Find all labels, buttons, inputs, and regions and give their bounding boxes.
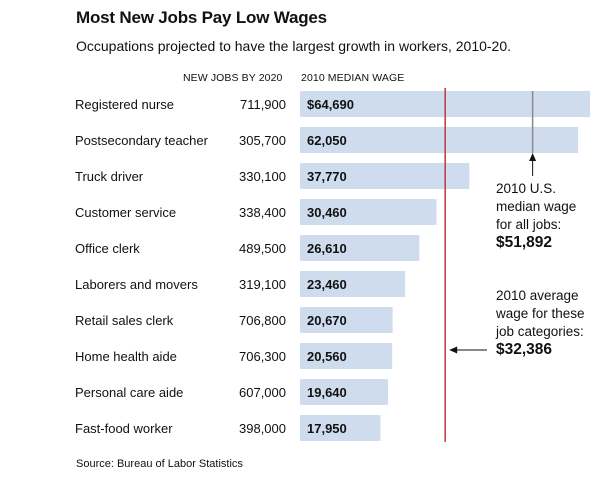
wage-label-retail-sales-clerk: 20,670 xyxy=(307,313,347,328)
column-header-new-jobs: NEW JOBS BY 2020 xyxy=(183,72,283,84)
wage-label-postsecondary-teacher: 62,050 xyxy=(307,133,347,148)
new-jobs-label-postsecondary-teacher: 305,700 xyxy=(239,133,286,148)
column-header-median-wage: 2010 MEDIAN WAGE xyxy=(301,72,405,84)
average-arrow-head xyxy=(449,346,458,354)
new-jobs-label-office-clerk: 489,500 xyxy=(239,241,286,256)
new-jobs-label-laborers-and-movers: 319,100 xyxy=(239,277,286,292)
chart-title: Most New Jobs Pay Low Wages xyxy=(76,8,327,27)
annotation-average-line-1: 2010 average xyxy=(496,288,579,303)
category-label-truck-driver: Truck driver xyxy=(75,169,144,184)
category-label-home-health-aide: Home health aide xyxy=(75,349,177,364)
wage-label-truck-driver: 37,770 xyxy=(307,169,347,184)
bar-home-health-aide xyxy=(300,343,393,369)
bar-retail-sales-clerk xyxy=(300,307,393,333)
bar-personal-care-aide xyxy=(300,379,389,405)
category-label-postsecondary-teacher: Postsecondary teacher xyxy=(75,133,209,148)
wage-label-customer-service: 30,460 xyxy=(307,205,347,220)
new-jobs-label-truck-driver: 330,100 xyxy=(239,169,286,184)
category-label-personal-care-aide: Personal care aide xyxy=(75,385,183,400)
category-label-retail-sales-clerk: Retail sales clerk xyxy=(75,313,174,328)
wage-label-registered-nurse: $64,690 xyxy=(307,97,354,112)
wage-label-laborers-and-movers: 23,460 xyxy=(307,277,347,292)
new-jobs-label-personal-care-aide: 607,000 xyxy=(239,385,286,400)
annotation-median-wage: 2010 U.S. median wage for all jobs: $51,… xyxy=(496,180,576,252)
wage-label-fast-food-worker: 17,950 xyxy=(307,421,347,436)
new-jobs-label-home-health-aide: 706,300 xyxy=(239,349,286,364)
wage-label-home-health-aide: 20,560 xyxy=(307,349,347,364)
annotation-average-line-2: wage for these xyxy=(496,306,585,321)
new-jobs-label-registered-nurse: 711,900 xyxy=(240,97,286,112)
annotation-average-value: $32,386 xyxy=(496,341,553,358)
chart-subtitle: Occupations projected to have the larges… xyxy=(76,38,512,54)
annotation-average-line-3: job categories: xyxy=(496,324,584,339)
source-note: Source: Bureau of Labor Statistics xyxy=(76,458,243,470)
category-label-office-clerk: Office clerk xyxy=(75,241,140,256)
bar-fast-food-worker xyxy=(300,415,381,441)
new-jobs-label-retail-sales-clerk: 706,800 xyxy=(239,313,286,328)
bar-office-clerk xyxy=(300,235,420,261)
annotation-median-line-1: 2010 U.S. xyxy=(496,181,557,196)
new-jobs-label-fast-food-worker: 398,000 xyxy=(239,421,286,436)
category-label-registered-nurse: Registered nurse xyxy=(75,97,174,112)
bar-postsecondary-teacher xyxy=(300,127,579,153)
wage-label-office-clerk: 26,610 xyxy=(307,241,347,256)
bar-truck-driver xyxy=(300,163,470,189)
new-jobs-label-customer-service: 338,400 xyxy=(239,205,286,220)
annotation-median-line-3: for all jobs: xyxy=(496,217,562,232)
category-label-customer-service: Customer service xyxy=(75,205,176,220)
bar-laborers-and-movers xyxy=(300,271,406,297)
annotation-median-line-2: median wage xyxy=(496,199,577,214)
category-label-fast-food-worker: Fast-food worker xyxy=(75,421,173,436)
bar-customer-service xyxy=(300,199,437,225)
annotation-average-wage: 2010 average wage for these job categori… xyxy=(496,287,585,359)
wage-label-personal-care-aide: 19,640 xyxy=(307,385,347,400)
category-label-laborers-and-movers: Laborers and movers xyxy=(75,277,198,292)
annotation-median-value: $51,892 xyxy=(496,234,553,251)
median-arrow-head xyxy=(529,153,537,161)
